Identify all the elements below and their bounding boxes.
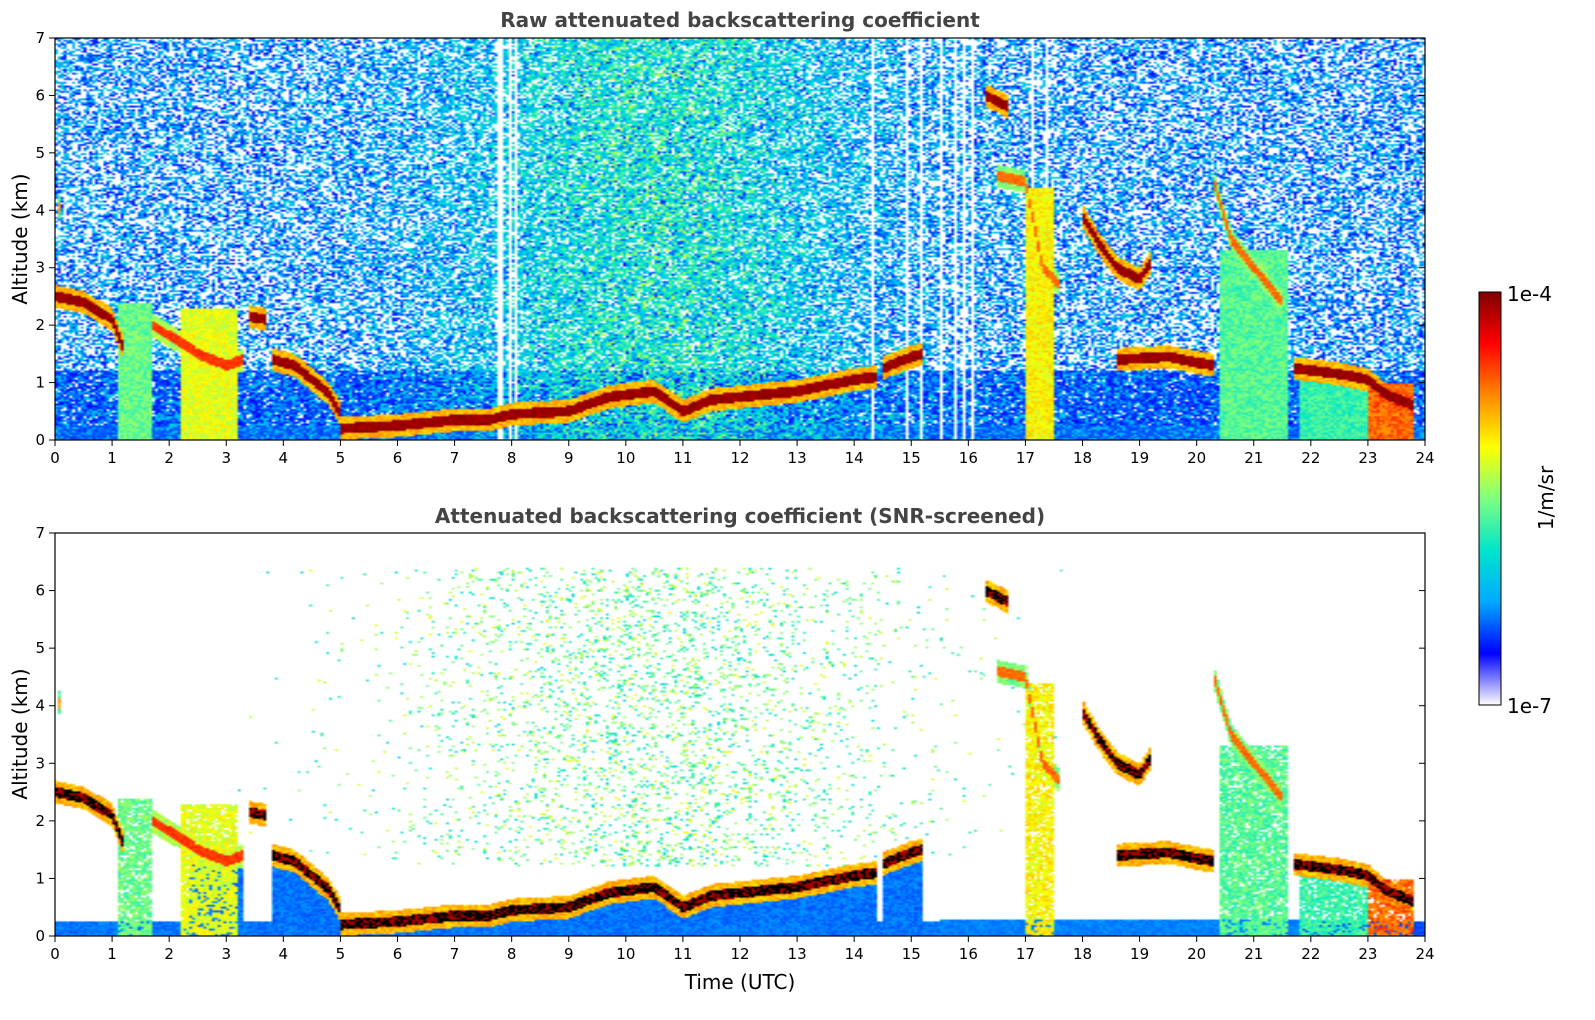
heatmap-screened-image xyxy=(55,533,1425,936)
x-tick-label: 5 xyxy=(336,945,346,963)
y-tick-label: 7 xyxy=(35,29,45,47)
x-tick-label: 3 xyxy=(221,945,231,963)
x-tick-label: 15 xyxy=(902,449,921,467)
y-tick-label: 4 xyxy=(35,201,45,219)
y-tick-label: 1 xyxy=(35,374,45,392)
panel-screened-xlabel: Time (UTC) xyxy=(684,970,796,994)
x-tick-label: 5 xyxy=(336,449,346,467)
x-tick-label: 24 xyxy=(1415,449,1434,467)
x-tick-label: 7 xyxy=(450,945,460,963)
x-tick-label: 4 xyxy=(279,449,289,467)
x-tick-label: 3 xyxy=(221,449,231,467)
x-tick-label: 20 xyxy=(1187,945,1206,963)
y-tick-label: 6 xyxy=(35,582,45,600)
x-tick-label: 9 xyxy=(564,945,574,963)
y-tick-label: 6 xyxy=(35,86,45,104)
y-tick-label: 3 xyxy=(35,754,45,772)
x-tick-label: 24 xyxy=(1415,945,1434,963)
colorbar: 1e-4 1e-7 1/m/sr xyxy=(1478,282,1558,718)
x-tick-label: 19 xyxy=(1130,449,1149,467)
x-tick-label: 16 xyxy=(959,945,978,963)
x-tick-label: 14 xyxy=(845,945,864,963)
x-tick-label: 8 xyxy=(507,945,517,963)
panel-screened-axes: 0 1 2 3 4 5 6 7 8 9 10 11 12 13 14 15 16 17 18 19 20 21 22 23 24… xyxy=(35,524,1434,963)
x-tick-label: 9 xyxy=(564,449,574,467)
x-tick-label: 21 xyxy=(1244,449,1263,467)
panel-raw: Raw attenuated backscattering coefficien… xyxy=(8,8,1435,467)
panel-screened-ylabel: Altitude (km) xyxy=(8,668,32,799)
x-tick-label: 4 xyxy=(279,945,289,963)
y-tick-label: 0 xyxy=(35,431,45,449)
y-tick-label: 4 xyxy=(35,697,45,715)
y-tick-label: 5 xyxy=(35,639,45,657)
panel-raw-ylabel: Altitude (km) xyxy=(8,173,32,304)
x-tick-label: 13 xyxy=(788,449,807,467)
x-tick-label: 1 xyxy=(107,945,117,963)
x-tick-label: 7 xyxy=(450,449,460,467)
x-tick-label: 23 xyxy=(1358,449,1377,467)
heatmap-raw xyxy=(55,38,1425,440)
x-tick-label: 10 xyxy=(616,449,635,467)
y-tick-label: 1 xyxy=(35,869,45,887)
x-tick-label: 16 xyxy=(959,449,978,467)
x-tick-label: 1 xyxy=(107,449,117,467)
y-tick-label: 3 xyxy=(35,259,45,277)
x-tick-label: 18 xyxy=(1073,945,1092,963)
x-tick-label: 22 xyxy=(1301,945,1320,963)
x-tick-label: 0 xyxy=(50,449,60,467)
x-tick-label: 17 xyxy=(1016,945,1035,963)
x-tick-label: 10 xyxy=(616,945,635,963)
x-tick-label: 23 xyxy=(1358,945,1377,963)
y-tick-label: 5 xyxy=(35,144,45,162)
x-tick-label: 18 xyxy=(1073,449,1092,467)
x-tick-label: 20 xyxy=(1187,449,1206,467)
x-tick-label: 14 xyxy=(845,449,864,467)
x-tick-label: 2 xyxy=(164,449,174,467)
x-tick-label: 8 xyxy=(507,449,517,467)
y-tick-label: 2 xyxy=(35,316,45,334)
x-tick-label: 21 xyxy=(1244,945,1263,963)
x-tick-label: 13 xyxy=(788,945,807,963)
x-tick-label: 19 xyxy=(1130,945,1149,963)
y-tick-label: 2 xyxy=(35,812,45,830)
colorbar-gradient xyxy=(1478,291,1502,706)
x-tick-label: 22 xyxy=(1301,449,1320,467)
x-tick-label: 0 xyxy=(50,945,60,963)
panel-raw-axes: 0 1 2 3 4 5 6 7 8 9 10 11 12 13 14 15 16 17 18 19 20 21 22 23 24… xyxy=(35,29,1434,467)
x-tick-label: 12 xyxy=(730,945,749,963)
colorbar-min-label: 1e-7 xyxy=(1507,694,1552,718)
x-tick-label: 11 xyxy=(673,449,692,467)
y-tick-label: 0 xyxy=(35,927,45,945)
y-tick-label: 7 xyxy=(35,524,45,542)
x-tick-label: 17 xyxy=(1016,449,1035,467)
x-tick-label: 11 xyxy=(673,945,692,963)
panel-screened: Attenuated backscattering coefficient (S… xyxy=(8,504,1435,994)
x-tick-label: 15 xyxy=(902,945,921,963)
colorbar-max-label: 1e-4 xyxy=(1507,282,1552,306)
x-tick-label: 12 xyxy=(730,449,749,467)
colorbar-unit-label: 1/m/sr xyxy=(1534,465,1558,530)
x-tick-label: 6 xyxy=(393,945,403,963)
x-tick-label: 6 xyxy=(393,449,403,467)
x-tick-label: 2 xyxy=(164,945,174,963)
panel-screened-title: Attenuated backscattering coefficient (S… xyxy=(435,504,1045,528)
heatmap-raw-image xyxy=(55,38,1425,440)
panel-raw-title: Raw attenuated backscattering coefficien… xyxy=(500,8,980,32)
heatmap-screened xyxy=(55,533,1425,936)
